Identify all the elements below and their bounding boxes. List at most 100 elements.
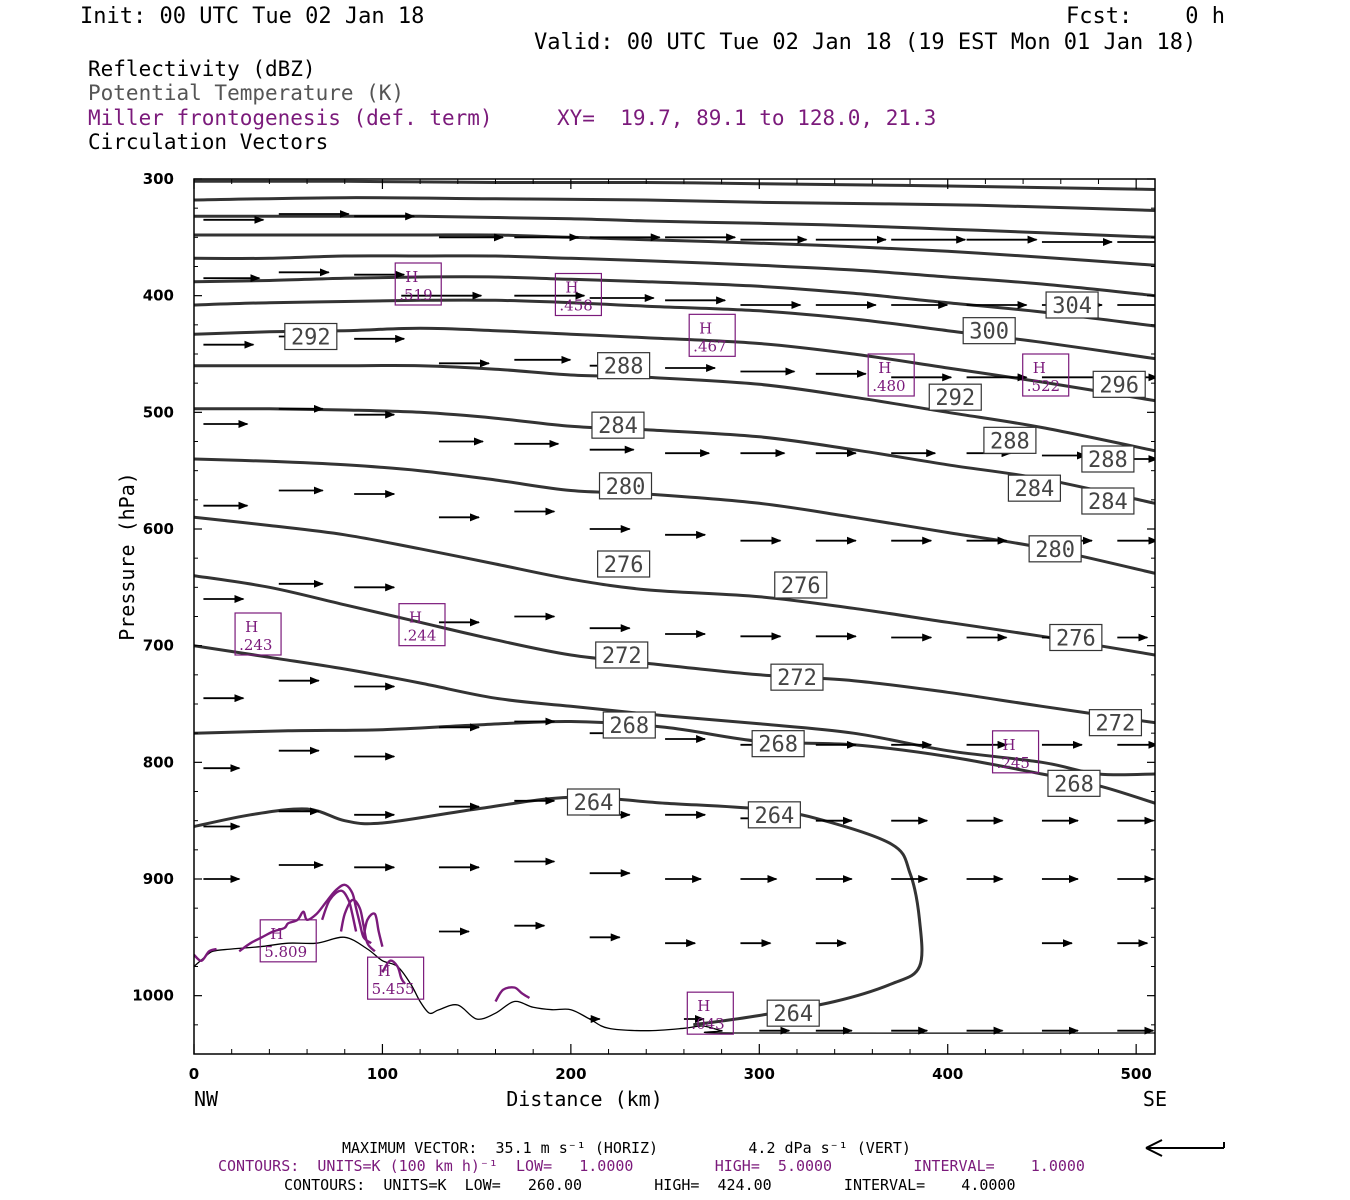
y-tick-label-800: 800 [143, 753, 174, 771]
theta-contour-268-1 [194, 719, 1155, 805]
init-time: Init: 00 UTC Tue 02 Jan 18 [80, 4, 425, 29]
fronto-max-h-1: H [565, 279, 578, 297]
theta-contour-308-12 [194, 233, 1155, 267]
fronto-max-value-10: .043 [691, 1015, 724, 1033]
fronto-max-box-8 [259, 919, 317, 963]
x-tick-label-200: 200 [555, 1065, 586, 1083]
theta-label-12: 280 [606, 475, 646, 500]
fronto-max-h-2: H [699, 319, 712, 337]
theta-label-box-9 [597, 550, 651, 578]
theta-label-0: 264 [574, 791, 614, 816]
y-tick-label-700: 700 [143, 637, 174, 655]
theta-label-box-18 [983, 426, 1037, 454]
fronto-max-value-3: .480 [872, 377, 905, 395]
theta-label-13: 280 [1035, 538, 1075, 563]
legend-miller-frontogenesis: Miller frontogenesis (def. term) [88, 106, 493, 130]
theta-label-17: 288 [604, 355, 644, 380]
terrain-layer [194, 936, 1155, 1034]
theta-label-box-0 [566, 788, 621, 816]
contour-labels-layer: 264 264 264 268 268 268 272 272 272 276 276 276 280 2… [234, 262, 1146, 1035]
y-axis-title: Pressure (hPa) [115, 472, 139, 641]
fronto-max-h-7: H [1003, 736, 1016, 754]
fronto-max-box-4 [1022, 353, 1070, 397]
theta-label-box-21 [928, 383, 982, 411]
theta-label-box-19 [1081, 445, 1135, 473]
terrain-line [194, 936, 1155, 1034]
theta-contour-320-15 [194, 179, 1155, 191]
x-tick-label-400: 400 [932, 1065, 963, 1083]
reference-vector-head [1145, 1139, 1163, 1157]
frontogenesis-contour-info: CONTOURS: UNITS=K (100 km h)⁻¹ LOW= 1.00… [218, 1157, 1085, 1175]
fronto-max-value-4: .522 [1027, 377, 1060, 395]
frontogenesis-contour-3 [362, 912, 384, 947]
fronto-max-value-8: 5.809 [264, 943, 307, 961]
theta-label-8: 272 [1096, 712, 1136, 737]
forecast-hour: Fcst: 0 h [1066, 4, 1225, 29]
theta-label-box-4 [751, 730, 805, 758]
fronto-max-box-7 [991, 730, 1040, 774]
fronto-max-h-4: H [1033, 359, 1046, 377]
fronto-max-h-9: H [378, 962, 391, 980]
theta-label-5: 268 [1054, 772, 1094, 797]
fronto-max-box-10 [686, 991, 734, 1035]
theta-label-box-11 [1049, 623, 1103, 652]
vector-layer [203, 210, 1155, 1035]
y-tick-label-500: 500 [143, 403, 174, 421]
theta-label-box-14 [591, 411, 645, 439]
fronto-max-value-1: .458 [559, 297, 592, 315]
theta-label-16: 284 [1088, 490, 1128, 515]
y-tick-label-300: 300 [143, 170, 174, 188]
theta-label-box-16 [1081, 487, 1135, 515]
theta-label-box-10 [774, 571, 828, 599]
fronto-max-box-2 [688, 313, 736, 357]
cross-section-endpoints: XY= 19.7, 89.1 to 128.0, 21.3 [557, 106, 937, 130]
fronto-max-h-0: H [405, 268, 418, 286]
fronto-max-h-8: H [270, 925, 283, 943]
theta-label-box-17 [597, 352, 651, 380]
theta-label-23: 300 [969, 320, 1009, 345]
theta-label-3: 268 [609, 714, 649, 739]
theta-contours-layer [194, 179, 1155, 1027]
legend-potential-temperature: Potential Temperature (K) [88, 81, 405, 105]
x-tick-label-100: 100 [367, 1065, 398, 1083]
theta-label-box-3 [602, 711, 656, 739]
theta-contour-292-8 [194, 326, 1155, 403]
x-tick-label-300: 300 [744, 1065, 775, 1083]
y-tick-label-600: 600 [143, 520, 174, 538]
frontogenesis-contour-5 [494, 986, 531, 1003]
y-tick-label-400: 400 [143, 287, 174, 305]
theta-label-15: 284 [1015, 477, 1055, 502]
theta-label-20: 292 [291, 326, 331, 351]
theta-label-box-20 [284, 322, 338, 351]
theta-contour-276-4 [194, 515, 1155, 657]
reference-vector-layer [1145, 1139, 1225, 1157]
x-tick-label-500: 500 [1121, 1065, 1152, 1083]
fronto-max-box-9 [367, 956, 425, 1000]
fronto-max-box-1 [554, 272, 603, 317]
theta-contour-304-11 [194, 254, 1155, 298]
theta-contour-272-3 [194, 574, 1155, 725]
fronto-max-value-5: .244 [403, 627, 436, 645]
theta-label-9: 276 [604, 553, 644, 578]
x-tick-label-0: 0 [189, 1065, 199, 1083]
fronto-max-value-2: .467 [693, 337, 726, 355]
theta-label-4: 268 [758, 733, 798, 758]
fronto-max-value-9: 5.455 [372, 980, 415, 998]
theta-label-22: 296 [1099, 373, 1139, 398]
theta-contour-info: CONTOURS: UNITS=K LOW= 260.00 HIGH= 424.… [284, 1176, 1016, 1194]
x-axis-title: Distance (km) [506, 1087, 663, 1111]
fronto-max-h-3: H [878, 359, 891, 377]
y-tick-label-900: 900 [143, 870, 174, 888]
theta-label-box-12 [598, 472, 653, 500]
theta-label-box-8 [1088, 709, 1143, 737]
fronto-max-box-6 [234, 612, 282, 656]
legend-circulation-vectors: Circulation Vectors [88, 130, 329, 154]
theta-label-2: 264 [773, 1002, 813, 1027]
theta-label-box-22 [1092, 370, 1146, 398]
legend-reflectivity: Reflectivity (dBZ) [88, 57, 316, 81]
theta-label-11: 276 [1056, 627, 1096, 652]
fronto-max-h-6: H [245, 618, 258, 636]
fronto-max-box-5 [398, 603, 446, 647]
axes-layer: 300 400 500 600 700 800 900 1000 0 100 200 300 400 50… [115, 170, 1167, 1111]
